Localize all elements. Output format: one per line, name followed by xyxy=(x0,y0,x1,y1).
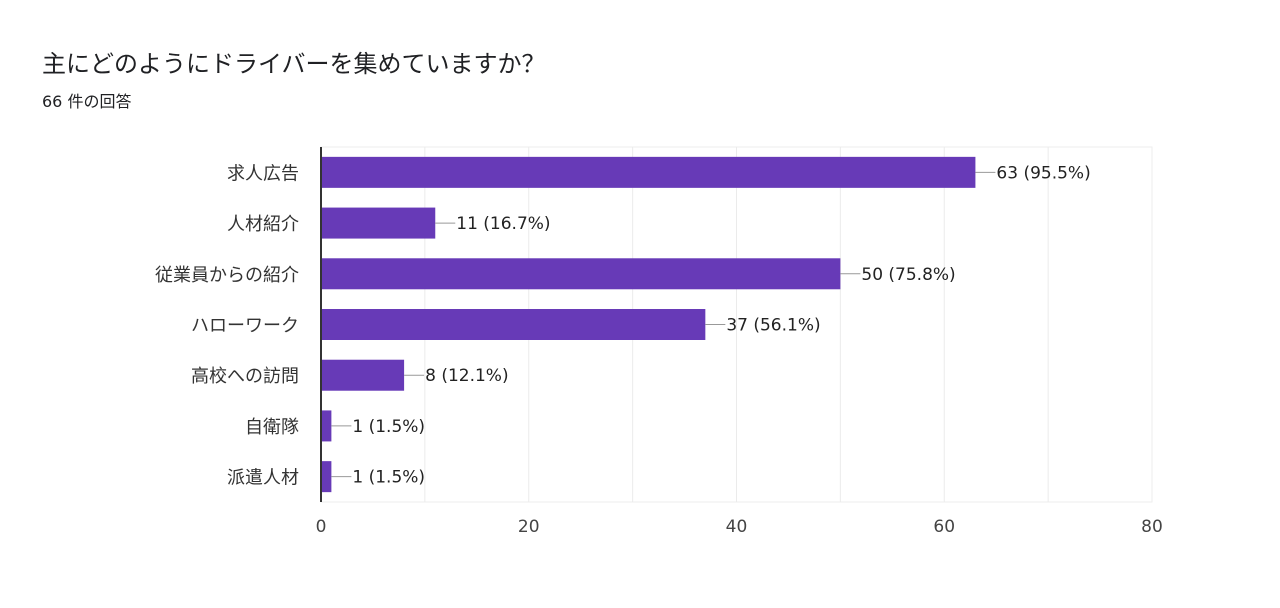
category-label: 派遣人材 xyxy=(227,468,299,489)
bar[interactable] xyxy=(321,258,841,290)
bar[interactable] xyxy=(321,410,332,442)
data-label: 11 (16.7%) xyxy=(456,214,550,234)
data-label: 1 (1.5%) xyxy=(352,468,425,488)
category-label: 高校への訪問 xyxy=(191,366,299,387)
bar[interactable] xyxy=(321,207,436,239)
data-label: 8 (12.1%) xyxy=(425,366,509,386)
x-tick-label: 40 xyxy=(726,517,748,537)
x-tick-label: 60 xyxy=(933,517,955,537)
bar[interactable] xyxy=(321,461,332,493)
data-label: 37 (56.1%) xyxy=(726,316,820,336)
x-tick-label: 0 xyxy=(316,517,327,537)
data-label: 1 (1.5%) xyxy=(352,417,425,437)
x-tick-label: 80 xyxy=(1141,517,1163,537)
category-label: 求人広告 xyxy=(227,163,299,184)
category-label: 人材紹介 xyxy=(227,214,299,235)
data-label: 63 (95.5%) xyxy=(996,163,1090,183)
category-label: 自衛隊 xyxy=(245,417,299,438)
chart-title: 主にどのようにドライバーを集めていますか？ xyxy=(42,50,546,78)
bar[interactable] xyxy=(321,359,405,391)
bar[interactable] xyxy=(321,156,976,188)
x-tick-label: 20 xyxy=(518,517,540,537)
bar[interactable] xyxy=(321,309,706,340)
category-label: ハローワーク xyxy=(191,316,299,337)
category-label: 従業員からの紹介 xyxy=(155,265,299,286)
data-label: 50 (75.8%) xyxy=(861,265,955,285)
response-count: 66 件の回答 xyxy=(42,92,132,111)
